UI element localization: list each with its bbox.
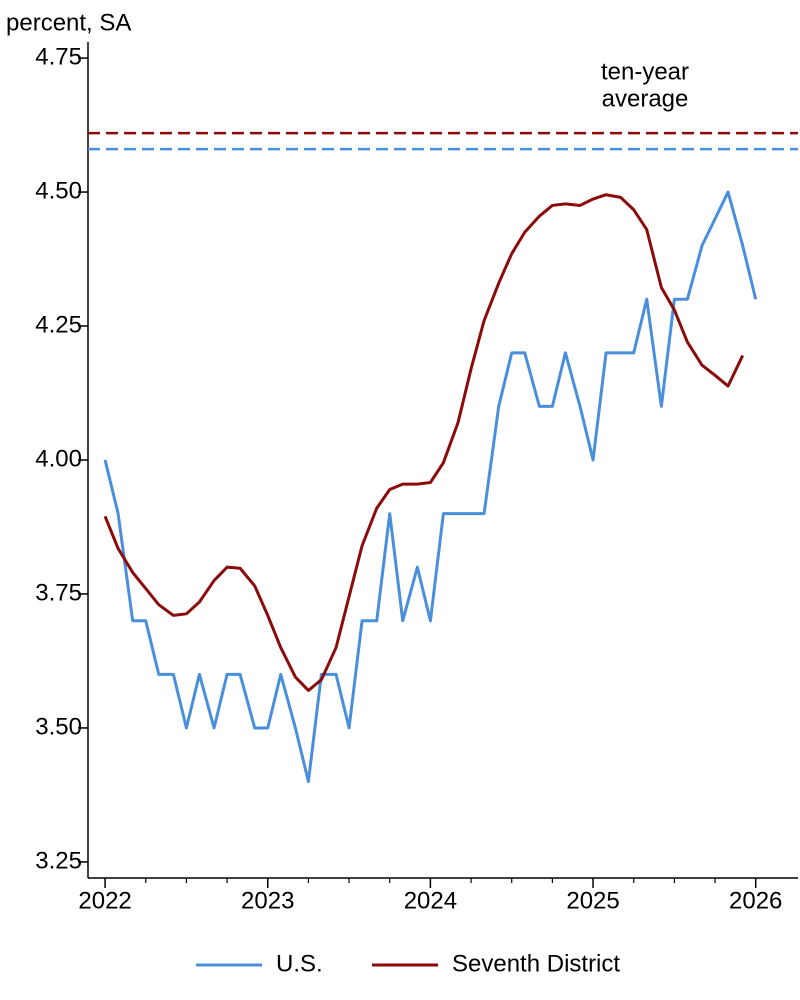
legend-label: Seventh District bbox=[452, 950, 620, 977]
series-line bbox=[103, 193, 745, 692]
y-tick-label: 4.75 bbox=[35, 43, 82, 70]
series-line bbox=[103, 190, 758, 784]
x-tick-label: 2024 bbox=[404, 887, 457, 914]
y-tick-label: 3.50 bbox=[35, 713, 82, 740]
y-tick-label: 4.50 bbox=[35, 177, 82, 204]
annotation: ten-year bbox=[601, 58, 689, 85]
y-tick-label: 3.25 bbox=[35, 847, 82, 874]
x-tick-label: 2026 bbox=[729, 887, 782, 914]
x-tick-label: 2023 bbox=[241, 887, 294, 914]
legend-label: U.S. bbox=[276, 950, 323, 977]
y-tick-label: 4.00 bbox=[35, 445, 82, 472]
y-axis-label: percent, SA bbox=[6, 9, 131, 36]
y-tick-label: 3.75 bbox=[35, 579, 82, 606]
y-tick-label: 4.25 bbox=[35, 311, 82, 338]
annotation: average bbox=[602, 85, 689, 112]
x-tick-label: 2025 bbox=[566, 887, 619, 914]
x-tick-label: 2022 bbox=[78, 887, 131, 914]
